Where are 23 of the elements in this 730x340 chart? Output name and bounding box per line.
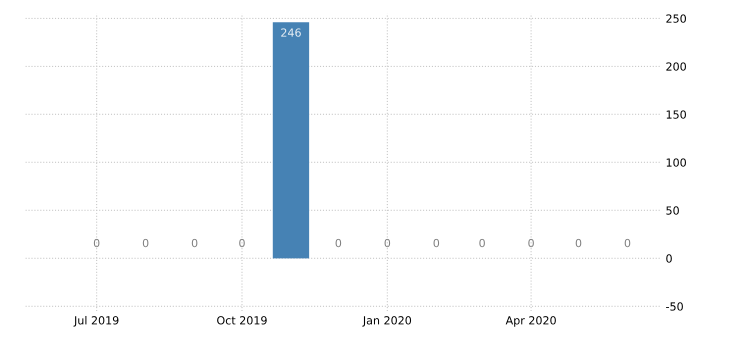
x-tick-label: Apr 2020 [506,316,556,327]
y-tick-label: 250 [666,14,686,23]
y-tick-label: 150 [666,110,686,119]
y-tick-label: 200 [666,62,686,71]
data-label: 0 [192,238,198,248]
y-tick-label: 100 [666,158,686,167]
y-tick-label: 50 [666,206,679,215]
data-label: 0 [624,238,630,248]
x-tick-label: Jul 2019 [73,316,118,327]
x-tick-label: Oct 2019 [217,316,267,325]
data-label: 0 [142,238,148,248]
data-label: 0 [576,238,582,248]
data-label: 0 [384,238,390,248]
data-label: 0 [239,238,245,248]
data-label: 0 [94,238,100,248]
data-label: 0 [434,238,440,248]
data-label: 0 [336,238,342,248]
y-tick-label: 0 [666,254,672,263]
y-tick-label: -50 [666,302,683,311]
data-label: 246 [281,28,301,37]
data-label: 0 [528,238,534,248]
x-tick-label: Jan 2020 [362,316,412,327]
data-label: 0 [479,238,485,248]
